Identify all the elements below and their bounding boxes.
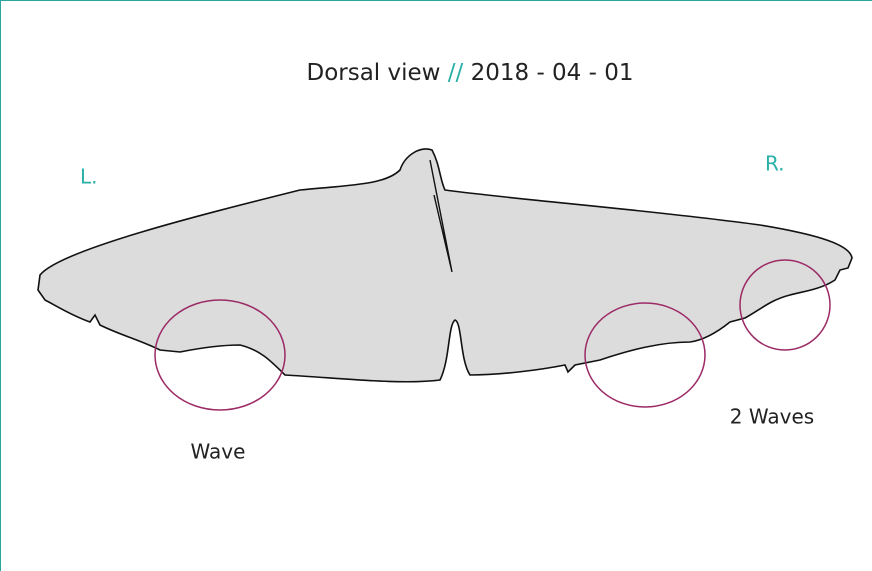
annotation: 2 Waves [730,405,814,429]
right-side-label: R. [765,152,785,176]
annotation: Wave [191,440,246,464]
separator: // [448,60,464,86]
title: Dorsal view // 2018 - 04 - 01 [306,60,633,86]
left-side-label: L. [80,165,98,189]
view-label: Dorsal view [306,60,440,86]
page: Dorsal view // 2018 - 04 - 01 L. R. Wave… [0,0,872,571]
date: 2018 - 04 - 01 [471,60,634,86]
fluke [38,149,852,382]
